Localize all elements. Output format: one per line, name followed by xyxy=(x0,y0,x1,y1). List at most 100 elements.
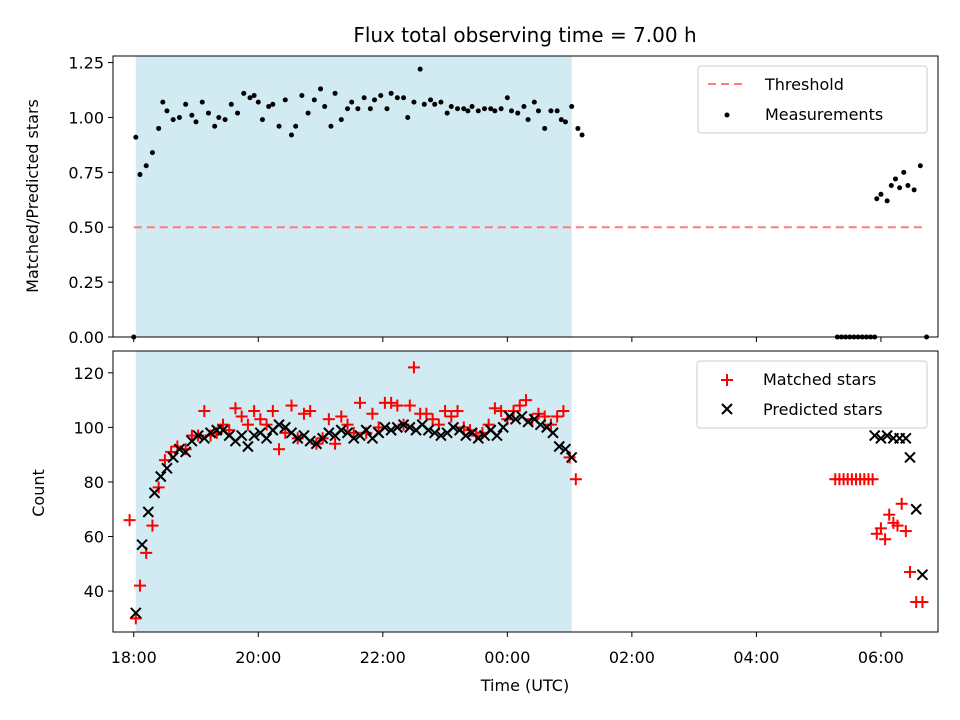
x-tick-label: 20:00 xyxy=(235,648,281,667)
measurement-point xyxy=(282,97,288,103)
measurement-point xyxy=(193,119,199,125)
measurement-point xyxy=(878,191,884,197)
predicted-star-point xyxy=(881,429,893,442)
x-tick-label: 06:00 xyxy=(858,648,904,667)
matched-star-point xyxy=(451,405,464,418)
measurement-point xyxy=(508,108,514,114)
predicted-star-point xyxy=(916,569,929,581)
measurement-point xyxy=(905,183,911,189)
measurement-point xyxy=(164,108,170,114)
measurement-point xyxy=(411,99,417,105)
y-tick-label: 40 xyxy=(84,582,104,601)
matched-star-point xyxy=(198,405,211,418)
predicted-star-point xyxy=(534,418,547,431)
measurement-point xyxy=(266,103,272,109)
predicted-star-point xyxy=(404,421,416,434)
matched-star-point xyxy=(391,399,404,412)
matched-star-point xyxy=(223,424,236,437)
predicted-legend-swatch xyxy=(721,403,733,415)
matched-star-point xyxy=(420,407,433,420)
measurement-point xyxy=(133,134,139,140)
measurement-point xyxy=(542,125,548,131)
count-legend-box xyxy=(696,360,928,429)
matched-star-point xyxy=(304,405,317,418)
measurement-point xyxy=(378,93,384,99)
measurement-point xyxy=(569,103,575,109)
measurement-point xyxy=(558,117,564,123)
measurement-point xyxy=(270,101,276,107)
predicted-star-point xyxy=(235,429,248,442)
y-tick-label: 1.00 xyxy=(68,108,104,127)
measurement-point xyxy=(288,132,294,138)
predicted-star-point xyxy=(242,440,254,453)
measurement-point xyxy=(575,125,581,131)
measurement-point xyxy=(183,101,189,107)
measurement-point xyxy=(338,117,344,123)
x-tick-label: 02:00 xyxy=(609,648,655,667)
predicted-star-point xyxy=(435,429,447,442)
measurement-point xyxy=(328,123,334,129)
measurement-point xyxy=(432,101,438,107)
predicted-star-point xyxy=(509,413,522,425)
predicted-star-point xyxy=(248,429,260,442)
matched-star-point xyxy=(895,497,908,510)
predicted-star-point xyxy=(192,429,204,442)
measurement-point xyxy=(160,99,166,105)
matched-star-point xyxy=(866,473,879,486)
ratio-panel: 0.00 0.25 0.50 0.75 1.00 1.25 Matched/Predict… xyxy=(23,54,939,347)
matched-star-point xyxy=(488,402,501,415)
x-tick-label: 22:00 xyxy=(360,648,406,667)
matched-star-point xyxy=(551,410,564,423)
measurement-point xyxy=(318,86,324,92)
x-tick-label: 00:00 xyxy=(484,648,530,667)
measurement-point xyxy=(149,150,155,156)
matched-star-point xyxy=(903,565,916,578)
measurement-point xyxy=(417,66,423,72)
measurement-point xyxy=(299,93,305,99)
measurement-point xyxy=(428,97,434,103)
measurement-point xyxy=(897,185,903,191)
measurement-point xyxy=(498,106,504,112)
matched-star-point xyxy=(158,454,171,467)
predicted-star-point xyxy=(179,446,192,458)
measurement-point xyxy=(548,108,554,114)
matched-star-point xyxy=(874,522,887,535)
matched-star-point xyxy=(248,405,261,418)
measurement-point xyxy=(438,99,444,105)
threshold-legend-label: Threshold xyxy=(764,75,844,94)
count-panel: 40 60 80 100 120 18:00 20:00 22:00 00:00 02:00 04:… xyxy=(29,350,939,695)
predicted-star-point xyxy=(304,435,316,447)
matched-star-point xyxy=(353,396,366,409)
predicted-star-point xyxy=(142,506,154,518)
predicted-star-point xyxy=(447,421,460,434)
predicted-star-point xyxy=(161,462,173,475)
predicted-legend-label: Predicted stars xyxy=(763,400,883,419)
measurement-point xyxy=(156,125,162,131)
predicted-star-point xyxy=(428,427,441,439)
predicted-star-point xyxy=(868,429,881,442)
predicted-star-point xyxy=(472,432,484,445)
matched-star-point xyxy=(883,508,896,521)
predicted-star-point xyxy=(335,424,348,436)
measurement-point xyxy=(247,95,253,101)
matched-star-point xyxy=(217,418,229,431)
predicted-star-point xyxy=(260,432,273,445)
matched-star-point xyxy=(403,399,416,412)
measurement-point xyxy=(205,110,211,116)
predicted-star-point xyxy=(348,432,360,445)
measurement-point xyxy=(465,108,471,114)
measurement-point xyxy=(421,101,427,107)
matched-star-point xyxy=(916,595,929,608)
measurement-point xyxy=(492,108,498,114)
matched-star-point xyxy=(123,514,136,527)
measurements-legend-swatch xyxy=(724,112,730,118)
matched-legend-swatch xyxy=(721,374,733,386)
measurement-point xyxy=(305,110,311,116)
matched-star-point xyxy=(146,519,159,532)
measurement-point xyxy=(222,117,228,123)
measurement-point xyxy=(332,90,338,96)
x-axis-label: Time (UTC) xyxy=(480,676,569,695)
matched-star-point xyxy=(385,396,398,409)
matched-star-point xyxy=(569,473,582,486)
measurement-point xyxy=(170,117,176,123)
